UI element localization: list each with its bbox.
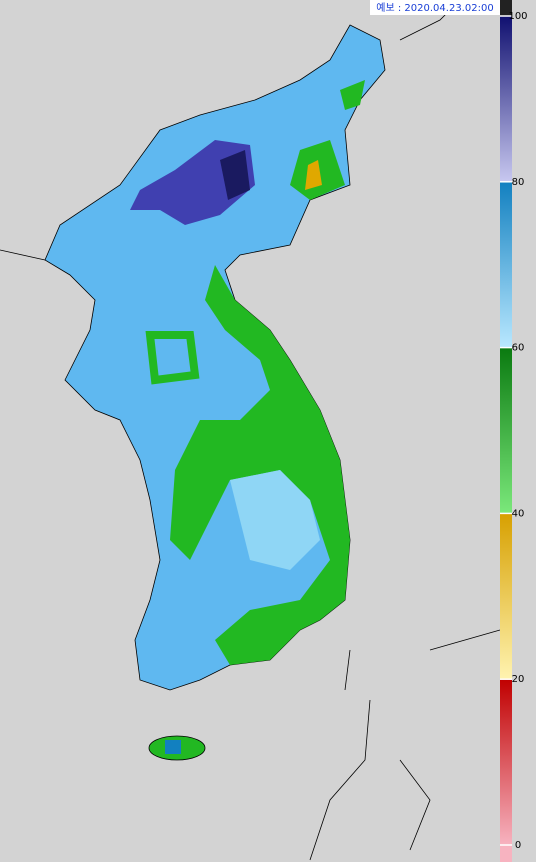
colorbar-tick-label: 60 [512,343,525,354]
header-box [370,0,500,15]
forecast-time: 예보 : 2020.04.23.02:00 [376,2,493,14]
colorbar-band [500,16,512,182]
colorbar-tick-label: 0 [515,840,521,851]
colorbar: 0 20 40 60 80 100 [500,11,528,862]
island-core [165,740,181,754]
colorbar-band [500,513,512,680]
colorbar-band [500,347,512,514]
peninsula [44,24,386,691]
colorbar-tick-label: 20 [512,674,525,685]
colorbar-tick-label: 40 [512,508,525,519]
coastline [0,0,501,861]
colorbar-bottom [500,845,512,862]
colorbar-tick-label: 80 [512,177,525,188]
colorbar-band [500,679,512,845]
colorbar-band [500,181,512,348]
colorbar-tick-label: 100 [508,11,527,22]
